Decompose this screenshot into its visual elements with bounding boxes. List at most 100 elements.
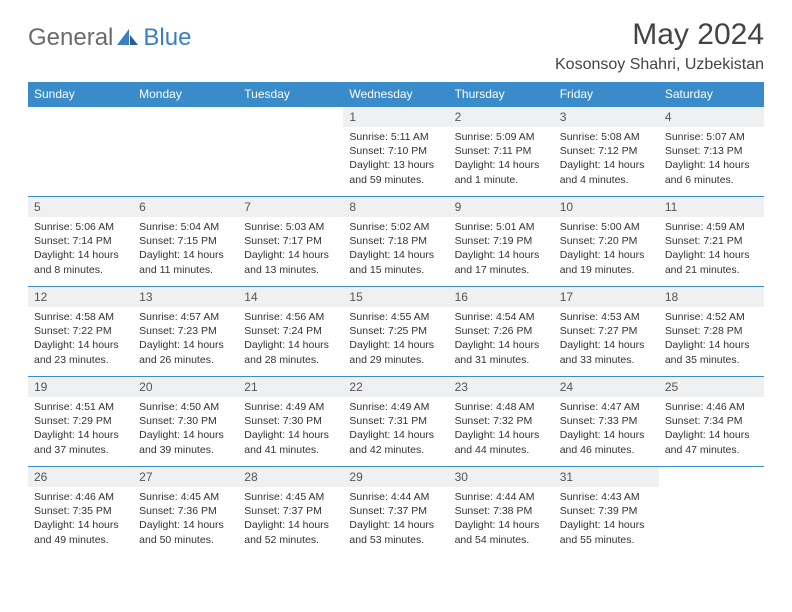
sunrise-line: Sunrise: 4:43 AM bbox=[560, 490, 653, 504]
day-details: Sunrise: 4:49 AMSunset: 7:31 PMDaylight:… bbox=[343, 397, 448, 463]
sunrise-line: Sunrise: 4:45 AM bbox=[139, 490, 232, 504]
daylight-line: Daylight: 14 hours and 35 minutes. bbox=[665, 338, 758, 366]
day-number: 5 bbox=[28, 197, 133, 217]
day-number: 11 bbox=[659, 197, 764, 217]
day-details: Sunrise: 4:55 AMSunset: 7:25 PMDaylight:… bbox=[343, 307, 448, 373]
sunrise-line: Sunrise: 4:52 AM bbox=[665, 310, 758, 324]
calendar-cell: 18Sunrise: 4:52 AMSunset: 7:28 PMDayligh… bbox=[659, 287, 764, 377]
day-number: 2 bbox=[449, 107, 554, 127]
daylight-line: Daylight: 14 hours and 8 minutes. bbox=[34, 248, 127, 276]
sunset-line: Sunset: 7:36 PM bbox=[139, 504, 232, 518]
day-number: 23 bbox=[449, 377, 554, 397]
sunset-line: Sunset: 7:38 PM bbox=[455, 504, 548, 518]
title-block: May 2024 Kosonsoy Shahri, Uzbekistan bbox=[555, 18, 764, 74]
day-details: Sunrise: 5:06 AMSunset: 7:14 PMDaylight:… bbox=[28, 217, 133, 283]
calendar-cell: 19Sunrise: 4:51 AMSunset: 7:29 PMDayligh… bbox=[28, 377, 133, 467]
daylight-line: Daylight: 14 hours and 46 minutes. bbox=[560, 428, 653, 456]
sunrise-line: Sunrise: 5:02 AM bbox=[349, 220, 442, 234]
day-header: Thursday bbox=[449, 82, 554, 107]
calendar-cell: 10Sunrise: 5:00 AMSunset: 7:20 PMDayligh… bbox=[554, 197, 659, 287]
calendar-week: 26Sunrise: 4:46 AMSunset: 7:35 PMDayligh… bbox=[28, 467, 764, 557]
calendar-table: SundayMondayTuesdayWednesdayThursdayFrid… bbox=[28, 82, 764, 557]
calendar-cell: 13Sunrise: 4:57 AMSunset: 7:23 PMDayligh… bbox=[133, 287, 238, 377]
sunset-line: Sunset: 7:26 PM bbox=[455, 324, 548, 338]
sunrise-line: Sunrise: 5:04 AM bbox=[139, 220, 232, 234]
daylight-line: Daylight: 14 hours and 39 minutes. bbox=[139, 428, 232, 456]
sunset-line: Sunset: 7:13 PM bbox=[665, 144, 758, 158]
day-details: Sunrise: 4:43 AMSunset: 7:39 PMDaylight:… bbox=[554, 487, 659, 553]
day-number: 10 bbox=[554, 197, 659, 217]
calendar-body: 1Sunrise: 5:11 AMSunset: 7:10 PMDaylight… bbox=[28, 107, 764, 557]
sunrise-line: Sunrise: 4:46 AM bbox=[34, 490, 127, 504]
calendar-cell: 21Sunrise: 4:49 AMSunset: 7:30 PMDayligh… bbox=[238, 377, 343, 467]
daylight-line: Daylight: 14 hours and 41 minutes. bbox=[244, 428, 337, 456]
daylight-line: Daylight: 14 hours and 21 minutes. bbox=[665, 248, 758, 276]
sunrise-line: Sunrise: 5:03 AM bbox=[244, 220, 337, 234]
day-header: Friday bbox=[554, 82, 659, 107]
daylight-line: Daylight: 14 hours and 28 minutes. bbox=[244, 338, 337, 366]
day-details: Sunrise: 4:46 AMSunset: 7:35 PMDaylight:… bbox=[28, 487, 133, 553]
calendar-week: 12Sunrise: 4:58 AMSunset: 7:22 PMDayligh… bbox=[28, 287, 764, 377]
day-number: 22 bbox=[343, 377, 448, 397]
calendar-cell: 23Sunrise: 4:48 AMSunset: 7:32 PMDayligh… bbox=[449, 377, 554, 467]
sunset-line: Sunset: 7:23 PM bbox=[139, 324, 232, 338]
calendar-cell: 16Sunrise: 4:54 AMSunset: 7:26 PMDayligh… bbox=[449, 287, 554, 377]
logo-text-general: General bbox=[28, 24, 113, 52]
calendar-cell bbox=[133, 107, 238, 197]
daylight-line: Daylight: 14 hours and 11 minutes. bbox=[139, 248, 232, 276]
sunrise-line: Sunrise: 4:47 AM bbox=[560, 400, 653, 414]
sunset-line: Sunset: 7:30 PM bbox=[244, 414, 337, 428]
day-details: Sunrise: 5:09 AMSunset: 7:11 PMDaylight:… bbox=[449, 127, 554, 193]
day-header: Monday bbox=[133, 82, 238, 107]
sunrise-line: Sunrise: 4:51 AM bbox=[34, 400, 127, 414]
calendar-cell: 22Sunrise: 4:49 AMSunset: 7:31 PMDayligh… bbox=[343, 377, 448, 467]
day-details: Sunrise: 4:49 AMSunset: 7:30 PMDaylight:… bbox=[238, 397, 343, 463]
day-number: 8 bbox=[343, 197, 448, 217]
sunset-line: Sunset: 7:30 PM bbox=[139, 414, 232, 428]
sunset-line: Sunset: 7:33 PM bbox=[560, 414, 653, 428]
day-header: Wednesday bbox=[343, 82, 448, 107]
calendar-cell: 6Sunrise: 5:04 AMSunset: 7:15 PMDaylight… bbox=[133, 197, 238, 287]
day-details: Sunrise: 4:44 AMSunset: 7:38 PMDaylight:… bbox=[449, 487, 554, 553]
day-details: Sunrise: 4:50 AMSunset: 7:30 PMDaylight:… bbox=[133, 397, 238, 463]
logo-text-blue: Blue bbox=[143, 24, 191, 52]
day-number: 25 bbox=[659, 377, 764, 397]
calendar-week: 5Sunrise: 5:06 AMSunset: 7:14 PMDaylight… bbox=[28, 197, 764, 287]
calendar-cell: 20Sunrise: 4:50 AMSunset: 7:30 PMDayligh… bbox=[133, 377, 238, 467]
day-details: Sunrise: 5:02 AMSunset: 7:18 PMDaylight:… bbox=[343, 217, 448, 283]
sunset-line: Sunset: 7:39 PM bbox=[560, 504, 653, 518]
calendar-cell: 17Sunrise: 4:53 AMSunset: 7:27 PMDayligh… bbox=[554, 287, 659, 377]
calendar-cell: 1Sunrise: 5:11 AMSunset: 7:10 PMDaylight… bbox=[343, 107, 448, 197]
day-number: 7 bbox=[238, 197, 343, 217]
sunrise-line: Sunrise: 4:45 AM bbox=[244, 490, 337, 504]
day-number: 12 bbox=[28, 287, 133, 307]
sunset-line: Sunset: 7:15 PM bbox=[139, 234, 232, 248]
sunset-line: Sunset: 7:37 PM bbox=[349, 504, 442, 518]
day-details: Sunrise: 5:04 AMSunset: 7:15 PMDaylight:… bbox=[133, 217, 238, 283]
header: General Blue May 2024 Kosonsoy Shahri, U… bbox=[28, 18, 764, 74]
calendar-cell: 30Sunrise: 4:44 AMSunset: 7:38 PMDayligh… bbox=[449, 467, 554, 557]
daylight-line: Daylight: 14 hours and 4 minutes. bbox=[560, 158, 653, 186]
day-details: Sunrise: 5:11 AMSunset: 7:10 PMDaylight:… bbox=[343, 127, 448, 193]
day-details: Sunrise: 4:45 AMSunset: 7:36 PMDaylight:… bbox=[133, 487, 238, 553]
sunrise-line: Sunrise: 5:11 AM bbox=[349, 130, 442, 144]
daylight-line: Daylight: 14 hours and 33 minutes. bbox=[560, 338, 653, 366]
daylight-line: Daylight: 14 hours and 31 minutes. bbox=[455, 338, 548, 366]
calendar-cell: 2Sunrise: 5:09 AMSunset: 7:11 PMDaylight… bbox=[449, 107, 554, 197]
sunset-line: Sunset: 7:34 PM bbox=[665, 414, 758, 428]
day-details: Sunrise: 4:57 AMSunset: 7:23 PMDaylight:… bbox=[133, 307, 238, 373]
day-details: Sunrise: 5:08 AMSunset: 7:12 PMDaylight:… bbox=[554, 127, 659, 193]
day-number: 29 bbox=[343, 467, 448, 487]
sunset-line: Sunset: 7:20 PM bbox=[560, 234, 653, 248]
sunset-line: Sunset: 7:18 PM bbox=[349, 234, 442, 248]
sunrise-line: Sunrise: 4:57 AM bbox=[139, 310, 232, 324]
calendar-cell: 12Sunrise: 4:58 AMSunset: 7:22 PMDayligh… bbox=[28, 287, 133, 377]
sunrise-line: Sunrise: 5:00 AM bbox=[560, 220, 653, 234]
daylight-line: Daylight: 14 hours and 26 minutes. bbox=[139, 338, 232, 366]
day-details: Sunrise: 4:47 AMSunset: 7:33 PMDaylight:… bbox=[554, 397, 659, 463]
sunrise-line: Sunrise: 4:58 AM bbox=[34, 310, 127, 324]
day-details: Sunrise: 4:53 AMSunset: 7:27 PMDaylight:… bbox=[554, 307, 659, 373]
calendar-cell bbox=[659, 467, 764, 557]
day-number: 17 bbox=[554, 287, 659, 307]
day-number: 26 bbox=[28, 467, 133, 487]
